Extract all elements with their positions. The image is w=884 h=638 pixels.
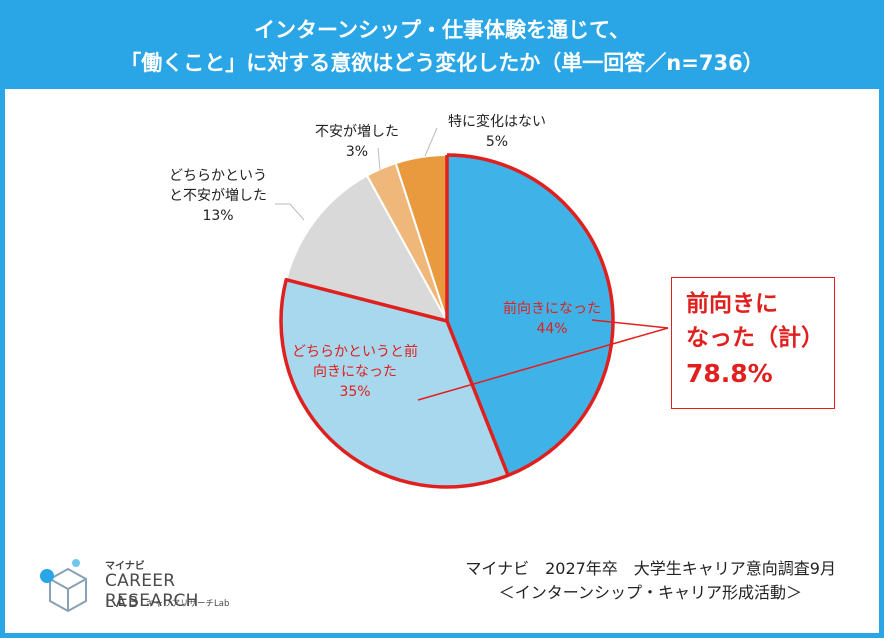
callout-connector-1 [591, 319, 669, 329]
callout-value: 78.8% [686, 359, 773, 388]
logo-cube-icon [40, 559, 87, 613]
leader-line-slice-3 [275, 203, 305, 221]
highlight-callout: 前向きに なった（計） 78.8% [671, 277, 835, 409]
leader-line-slice-4 [377, 147, 381, 171]
pie-slice-3 [285, 174, 449, 323]
slice-label-4-line-1: 不安が増した [315, 124, 399, 140]
slice-value-3: 13% [202, 208, 233, 224]
logo-kana: マイナビ [105, 561, 145, 572]
source-line-2: ＜インターンシップ・キャリア形成活動＞ [498, 583, 802, 602]
source-note: マイナビ 2027年卒 大学生キャリア意向調査9月 ＜インターンシップ・キャリア… [386, 557, 836, 605]
logo-sub: キャリアリサーチLab [146, 599, 230, 609]
title-line-1: インターンシップ・仕事体験を通じて、 [254, 18, 630, 42]
logo-brand: CAREER RESEARCH [105, 571, 199, 611]
slice-label-5-line-1: 特に変化はない [448, 113, 546, 130]
slice-value-1: 44% [536, 321, 567, 337]
slice-label-3-line-1: どちらかという [169, 168, 267, 184]
chart-title: インターンシップ・仕事体験を通じて、 「働くこと」に対する意欲はどう変化したか（… [5, 5, 879, 89]
callout-label-line-1: 前向きに [686, 291, 778, 317]
callout-label-line-2: なった（計） [686, 325, 824, 351]
title-line-2: 「働くこと」に対する意欲はどう変化したか（単一回答／n=736） [120, 51, 764, 75]
slice-value-5: 5% [486, 134, 508, 150]
highlight-outline [279, 153, 615, 489]
slice-value-4: 3% [346, 144, 368, 160]
career-research-lab-logo: マイナビ CAREER RESEARCH LAB キャリアリサーチLab [34, 551, 274, 615]
slice-value-2: 35% [339, 384, 370, 400]
slice-label-1-line-1: 前向きになった [503, 300, 601, 317]
highlight-divider [445, 320, 510, 476]
slice-label-2-line-2: 向きになった [313, 364, 397, 380]
logo-lab: LAB [105, 593, 141, 611]
leader-line-slice-5 [424, 127, 438, 157]
slice-label-3-line-2: と不安が増した [169, 188, 267, 204]
slice-label-2-line-1: どちらかというと前 [292, 343, 418, 360]
source-line-1: マイナビ 2027年卒 大学生キャリア意向調査9月 [465, 559, 836, 578]
callout-connector-2 [417, 327, 669, 401]
